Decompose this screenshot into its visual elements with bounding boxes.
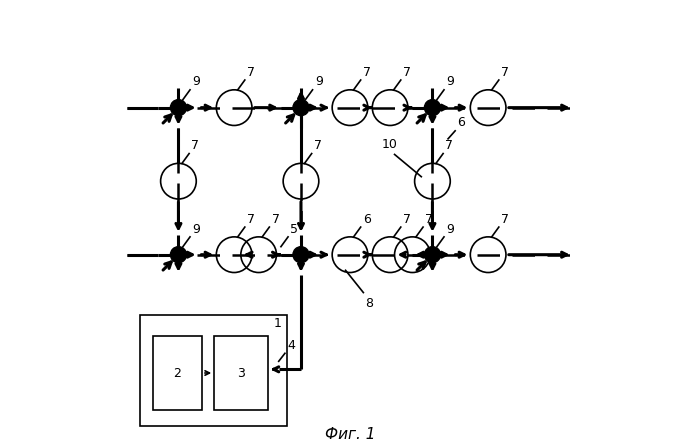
Text: 7: 7 (445, 139, 454, 152)
Text: 7: 7 (403, 66, 411, 79)
Bar (214, 336, 267, 410)
Text: 5: 5 (290, 223, 298, 236)
Text: 9: 9 (193, 223, 200, 236)
Text: 10: 10 (382, 138, 397, 151)
Text: 9: 9 (193, 76, 200, 89)
Text: 7: 7 (247, 213, 255, 226)
Circle shape (424, 247, 440, 263)
Text: 8: 8 (365, 297, 374, 310)
Text: 6: 6 (363, 213, 371, 226)
Circle shape (170, 247, 186, 263)
Text: 2: 2 (174, 367, 181, 380)
Text: 9: 9 (315, 76, 323, 89)
Text: 7: 7 (426, 213, 433, 226)
Text: 7: 7 (314, 139, 322, 152)
Text: 7: 7 (191, 139, 200, 152)
Circle shape (170, 100, 186, 116)
Text: 7: 7 (363, 66, 371, 79)
Text: 4: 4 (287, 339, 295, 352)
Circle shape (293, 247, 309, 263)
Bar (140, 315, 287, 426)
Text: 7: 7 (501, 66, 509, 79)
Text: 7: 7 (403, 213, 411, 226)
Text: 7: 7 (247, 66, 255, 79)
Circle shape (424, 100, 440, 116)
Bar (153, 336, 202, 410)
Text: 7: 7 (501, 213, 509, 226)
Text: 7: 7 (272, 213, 279, 226)
Circle shape (293, 100, 309, 116)
Text: 9: 9 (447, 223, 454, 236)
Text: 9: 9 (447, 76, 454, 89)
Text: Фиг. 1: Фиг. 1 (325, 427, 375, 442)
Text: 3: 3 (237, 367, 245, 380)
Text: 1: 1 (274, 317, 281, 330)
Text: 6: 6 (457, 117, 466, 130)
